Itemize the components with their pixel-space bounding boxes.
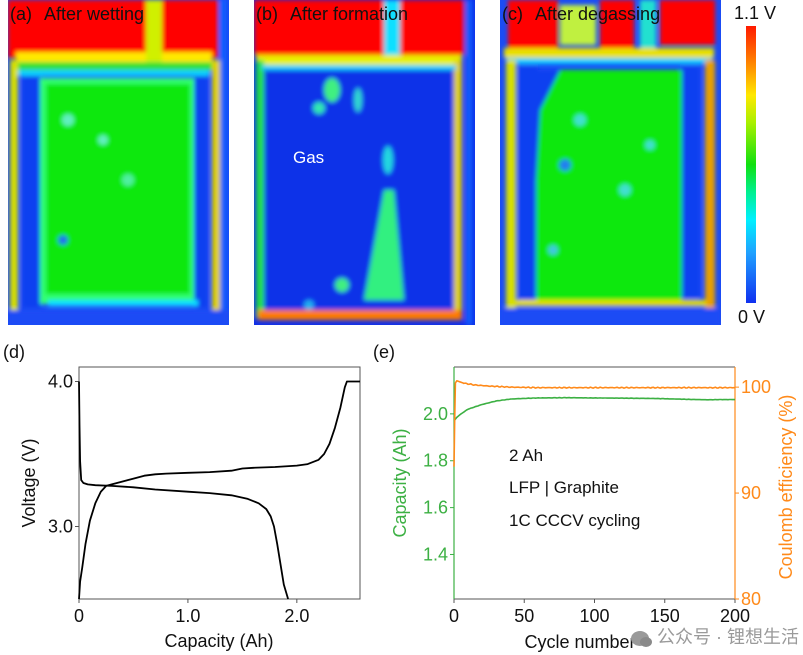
series-line-coulomb-efficiency bbox=[453, 380, 735, 467]
x-tick-label-e: 200 bbox=[720, 606, 750, 626]
y-tick-label-e: 1.4 bbox=[423, 544, 448, 564]
panel-tag-b: (b) bbox=[256, 4, 278, 24]
y2-axis-label-e: Coulomb efficiency (%) bbox=[776, 395, 796, 580]
series-line-capacity bbox=[453, 396, 735, 422]
annotation-protocol: 1C CCCV cycling bbox=[509, 511, 640, 530]
y-tick-label-e: 2.0 bbox=[423, 404, 448, 424]
y-tick-label-e: 1.8 bbox=[423, 451, 448, 471]
y-axis-label-d: Voltage (V) bbox=[19, 438, 39, 527]
panel-title-a: (a) After wetting bbox=[10, 4, 144, 25]
panel-title-b: (b) After formation bbox=[256, 4, 408, 25]
x-tick-label-e: 150 bbox=[650, 606, 680, 626]
y2-tick-label-e: 100 bbox=[741, 377, 771, 397]
x-tick-label-d: 0 bbox=[74, 606, 84, 626]
y-tick-label-d: 3.0 bbox=[48, 517, 73, 537]
series-line-charge bbox=[78, 380, 360, 600]
panel-tag-d: (d) bbox=[3, 342, 25, 362]
heatmap-after-formation: (b) After formation Gas bbox=[254, 0, 475, 325]
colorbar-max-label: 1.1 V bbox=[734, 3, 777, 23]
plot-frame-d bbox=[78, 366, 361, 600]
y2-tick-label-e: 80 bbox=[741, 589, 761, 609]
y-tick-label-d: 4.0 bbox=[48, 372, 73, 392]
series-line-discharge bbox=[78, 381, 289, 600]
y2-tick-label-e: 90 bbox=[741, 483, 761, 503]
panel-caption-c: After degassing bbox=[535, 4, 661, 24]
watermark: 公众号 · 锂想生活 bbox=[631, 626, 799, 648]
heatmap-image-b bbox=[254, 0, 475, 325]
watermark-text: 公众号 · 锂想生活 bbox=[657, 627, 799, 647]
x-tick-label-e: 50 bbox=[514, 606, 534, 626]
x-tick-label-e: 0 bbox=[449, 606, 459, 626]
panel-caption-b: After formation bbox=[290, 4, 409, 24]
cycling-chart: 0 50 100 150 200 1.4 1.6 1.8 2.0 80 90 100 Cycle nu… bbox=[390, 366, 796, 652]
colorbar-min-label: 0 V bbox=[738, 307, 766, 327]
x-tick-label-d: 1.0 bbox=[175, 606, 200, 626]
wechat-icon bbox=[631, 630, 652, 647]
voltage-capacity-chart: 0 1.0 2.0 3.0 4.0 Capacity (Ah) Voltage (V) bbox=[19, 366, 361, 651]
panel-tag-a: (a) bbox=[10, 4, 32, 24]
annotation-chemistry: LFP | Graphite bbox=[509, 478, 619, 497]
heatmap-after-degassing: (c) After degassing bbox=[500, 0, 721, 325]
annotation-capacity: 2 Ah bbox=[509, 446, 543, 465]
x-tick-label-e: 100 bbox=[579, 606, 609, 626]
gas-annotation: Gas bbox=[293, 148, 325, 167]
panel-tag-c: (c) bbox=[502, 4, 523, 24]
colorbar bbox=[746, 26, 756, 303]
heatmap-image-c bbox=[500, 0, 721, 325]
heatmap-after-wetting: (a) After wetting bbox=[8, 0, 229, 325]
panel-tag-e: (e) bbox=[373, 342, 395, 362]
panel-title-c: (c) After degassing bbox=[502, 4, 660, 25]
plot-area-e: 0 50 100 150 200 1.4 1.6 1.8 2.0 80 90 100 bbox=[423, 366, 771, 626]
heatmap-image-a bbox=[8, 0, 229, 325]
x-axis-label-e: Cycle number bbox=[524, 632, 635, 652]
x-axis-label-d: Capacity (Ah) bbox=[164, 631, 273, 651]
y-axis-label-e: Capacity (Ah) bbox=[390, 428, 410, 537]
plot-area-d: 0 1.0 2.0 3.0 4.0 bbox=[48, 366, 361, 626]
y-tick-label-e: 1.6 bbox=[423, 498, 448, 518]
x-tick-label-d: 2.0 bbox=[284, 606, 309, 626]
panel-caption-a: After wetting bbox=[44, 4, 145, 24]
